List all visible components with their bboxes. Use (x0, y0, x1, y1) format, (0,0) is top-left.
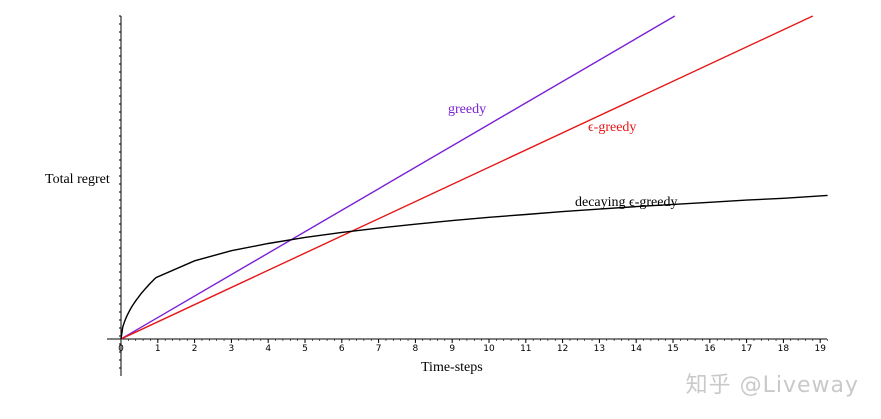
series-label-decaying-epsilon-greedy: decaying ϵ-greedy (575, 195, 677, 210)
x-tick-label-4: 4 (265, 344, 271, 354)
x-tick-label-10: 10 (483, 344, 495, 354)
x-tick-label-3: 3 (229, 344, 235, 354)
x-tick-label-13: 13 (594, 344, 605, 354)
x-tick-label-2: 2 (192, 344, 198, 354)
x-tick-label-19: 19 (814, 344, 826, 354)
x-tick-label-7: 7 (376, 344, 382, 354)
x-tick-label-16: 16 (704, 344, 716, 354)
x-tick-label-6: 6 (339, 344, 345, 354)
axes (107, 15, 827, 376)
series-line-0 (120, 15, 676, 340)
x-tick-label-11: 11 (520, 344, 531, 354)
x-tick-label-8: 8 (413, 344, 419, 354)
y-axis-title: Total regret (45, 172, 110, 187)
x-tick-label-9: 9 (449, 344, 455, 354)
x-axis-title: Time-steps (421, 360, 483, 375)
series-lines (120, 15, 828, 340)
series-label-epsilon-greedy: ϵ-greedy (588, 120, 636, 135)
x-tick-label-17: 17 (741, 344, 752, 354)
x-tick-label-0: 0 (118, 344, 124, 354)
series-line-1 (120, 15, 814, 340)
x-tick-label-12: 12 (557, 344, 568, 354)
x-tick-label-15: 15 (667, 344, 678, 354)
x-tick-label-1: 1 (155, 344, 161, 354)
x-tick-label-18: 18 (778, 344, 790, 354)
x-tick-label-14: 14 (630, 344, 642, 354)
series-label-greedy: greedy (448, 102, 486, 117)
series-line-2 (120, 194, 828, 340)
x-tick-label-5: 5 (302, 344, 308, 354)
watermark: 知乎 @Liveway (685, 373, 859, 398)
x-ticks: 0 1 2 3 4 5 6 7 8 9 10 11 12 13 14 15 16 17 18 19 (118, 339, 828, 354)
